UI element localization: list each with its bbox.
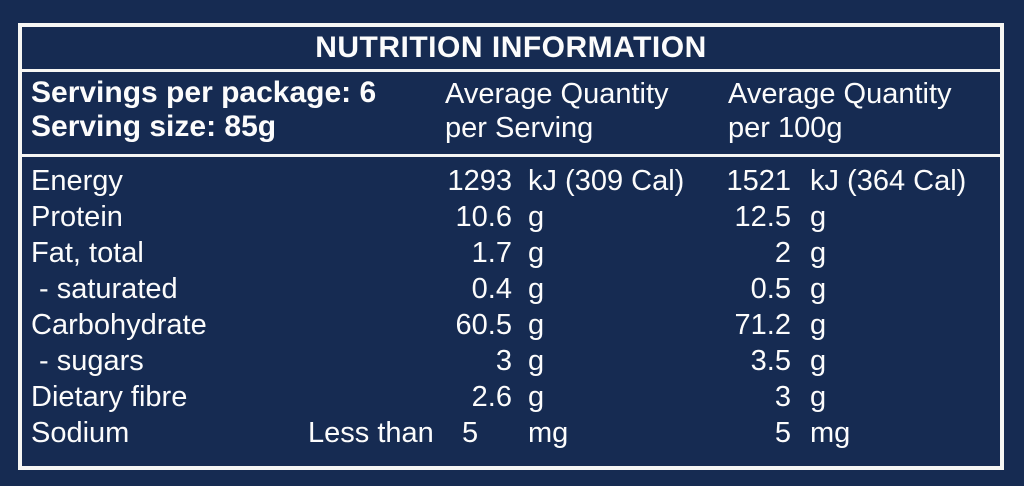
table-row: Dietary fibre 2.6 g 3 g	[22, 379, 1000, 415]
per-100g-value: 1521	[726, 165, 791, 197]
per-100g-unit: g	[810, 201, 827, 233]
row-label: Sodium	[31, 417, 130, 449]
serving-size: Serving size: 85g	[31, 110, 277, 143]
per-100g-value: 2	[774, 237, 791, 269]
per-serving-header-line1: Average Quantity	[445, 78, 669, 110]
per-100g-header-line1: Average Quantity	[728, 78, 952, 110]
table-row: Protein 10.6 g 12.5 g	[22, 199, 1000, 235]
nutrition-panel: NUTRITION INFORMATION Servings per packa…	[18, 23, 1004, 470]
row-label: Protein	[31, 201, 123, 233]
serving-info: Servings per package: 6 Serving size: 85…	[31, 76, 376, 144]
nutrition-rows: Energy 1293 kJ (309 Cal) 1521 kJ (364 Ca…	[22, 157, 1000, 451]
per-serving-value: 1.7	[471, 237, 512, 269]
per-serving-value: 5	[462, 417, 479, 449]
per-serving-unit: g	[528, 309, 545, 341]
per-serving-value: 10.6	[455, 201, 512, 233]
row-label: Energy	[31, 165, 123, 197]
per-100g-value: 3.5	[750, 345, 791, 377]
per-100g-header-line2: per 100g	[728, 112, 843, 144]
table-row: Energy 1293 kJ (309 Cal) 1521 kJ (364 Ca…	[22, 163, 1000, 199]
per-serving-unit: g	[528, 345, 545, 377]
table-row: - sugars 3 g 3.5 g	[22, 343, 1000, 379]
per-serving-unit: mg	[528, 417, 569, 449]
row-label: - sugars	[39, 345, 144, 377]
per-serving-value: 0.4	[471, 273, 512, 305]
per-serving-unit: g	[528, 237, 545, 269]
per-100g-value: 3	[774, 381, 791, 413]
row-label: Carbohydrate	[31, 309, 207, 341]
row-label: Dietary fibre	[31, 381, 188, 413]
per-serving-header-line2: per Serving	[445, 112, 594, 144]
per-serving-value: 60.5	[455, 309, 512, 341]
per-100g-unit: mg	[810, 417, 851, 449]
per-100g-unit: g	[810, 273, 827, 305]
per-serving-value: 2.6	[471, 381, 512, 413]
per-serving-unit: kJ (309 Cal)	[528, 165, 685, 197]
per-serving-unit: g	[528, 381, 545, 413]
per-serving-unit: g	[528, 273, 545, 305]
servings-per-package: Servings per package: 6	[31, 76, 377, 109]
per-100g-value: 5	[774, 417, 791, 449]
row-label: - saturated	[39, 273, 178, 305]
per-100g-value: 12.5	[734, 201, 791, 233]
per-serving-value: 3	[495, 345, 512, 377]
panel-title: NUTRITION INFORMATION	[315, 31, 707, 64]
column-header-per-serving: Average Quantity per Serving	[445, 77, 669, 145]
per-serving-unit: g	[528, 201, 545, 233]
row-label: Fat, total	[31, 237, 144, 269]
per-100g-unit: g	[810, 381, 827, 413]
per-100g-unit: kJ (364 Cal)	[810, 165, 967, 197]
per-100g-value: 71.2	[734, 309, 791, 341]
per-100g-unit: g	[810, 309, 827, 341]
table-row: Sodium Less than 5 mg 5 mg	[22, 415, 1000, 451]
column-header-per-100g: Average Quantity per 100g	[728, 77, 952, 145]
table-row: - saturated 0.4 g 0.5 g	[22, 271, 1000, 307]
per-100g-unit: g	[810, 345, 827, 377]
row-qualifier: Less than	[308, 417, 434, 449]
title-band: NUTRITION INFORMATION	[22, 27, 1000, 72]
per-serving-value: 1293	[447, 165, 512, 197]
per-100g-value: 0.5	[750, 273, 791, 305]
header-band: Servings per package: 6 Serving size: 85…	[22, 72, 1000, 157]
table-row: Fat, total 1.7 g 2 g	[22, 235, 1000, 271]
per-100g-unit: g	[810, 237, 827, 269]
table-row: Carbohydrate 60.5 g 71.2 g	[22, 307, 1000, 343]
